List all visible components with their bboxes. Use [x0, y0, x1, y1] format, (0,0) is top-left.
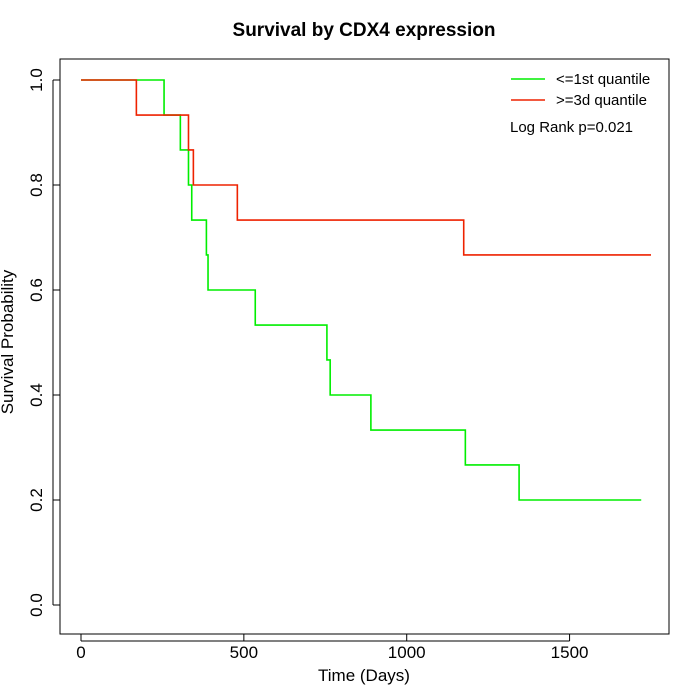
y-tick-label: 0.8 [27, 173, 46, 197]
plot-frame [59, 58, 670, 635]
x-axis: 0 500 1000 1500 [76, 634, 588, 662]
y-tick-label: 0.0 [27, 593, 46, 617]
legend-label: >=3d quantile [556, 92, 647, 109]
x-tick-label: 500 [230, 643, 258, 662]
x-axis-label: Time (Days) [318, 666, 410, 685]
x-tick-label: 1500 [551, 643, 589, 662]
log-rank-annotation: Log Rank p=0.021 [510, 119, 633, 136]
survival-curve-high [81, 79, 651, 256]
x-tick-label: 0 [76, 643, 85, 662]
legend-label: <=1st quantile [556, 71, 650, 88]
y-axis: 0.0 0.2 0.4 0.6 0.8 1.0 [27, 68, 60, 617]
series-layer [81, 79, 651, 501]
y-tick-label: 0.4 [27, 383, 46, 407]
y-tick-label: 0.6 [27, 278, 46, 302]
y-axis-label: Survival Probability [0, 269, 17, 414]
x-tick-label: 1000 [388, 643, 426, 662]
legend: <=1st quantile >=3d quantile [511, 71, 650, 109]
y-tick-label: 1.0 [27, 68, 46, 92]
survival-curve-low [81, 79, 642, 501]
y-tick-label: 0.2 [27, 488, 46, 512]
chart-title: Survival by CDX4 expression [233, 20, 496, 41]
